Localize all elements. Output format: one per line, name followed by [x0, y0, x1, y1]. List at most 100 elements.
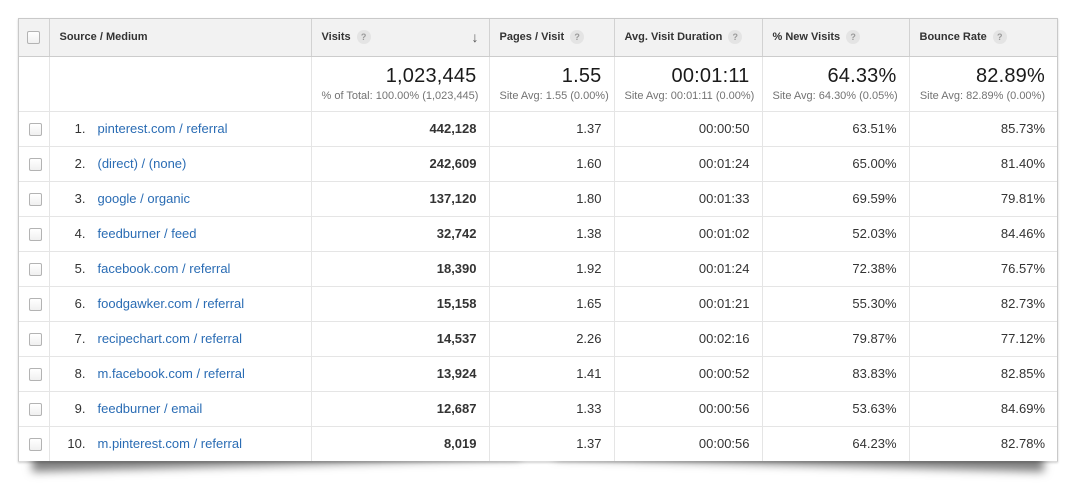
- source-medium-link[interactable]: google / organic: [98, 191, 191, 206]
- row-checkbox-cell: [19, 111, 49, 146]
- help-icon[interactable]: ?: [993, 30, 1007, 44]
- help-icon[interactable]: ?: [728, 30, 742, 44]
- avg-visit-duration-cell: 00:01:02: [614, 216, 762, 251]
- pages-per-visit-cell: 1.41: [489, 356, 614, 391]
- source-medium-link[interactable]: (direct) / (none): [98, 156, 187, 171]
- column-header-avg-visit-duration-label: Avg. Visit Duration: [625, 31, 723, 43]
- source-medium-link[interactable]: pinterest.com / referral: [98, 121, 228, 136]
- column-header-pct-new-visits-label: % New Visits: [773, 31, 841, 43]
- row-checkbox[interactable]: [29, 123, 42, 136]
- column-header-avg-visit-duration[interactable]: Avg. Visit Duration ?: [614, 19, 762, 56]
- summary-pages-cell: 1.55 Site Avg: 1.55 (0.00%): [489, 56, 614, 111]
- avg-visit-duration-cell: 00:01:21: [614, 286, 762, 321]
- row-checkbox-cell: [19, 286, 49, 321]
- sort-descending-icon[interactable]: ↓: [472, 30, 479, 44]
- row-checkbox[interactable]: [29, 438, 42, 451]
- table-row: 9.feedburner / email 12,687 1.33 00:00:5…: [19, 391, 1057, 426]
- pct-new-visits-cell: 69.59%: [762, 181, 909, 216]
- pct-new-visits-subtext: Site Avg: 64.30% (0.05%): [773, 90, 897, 102]
- pct-new-visits-cell: 72.38%: [762, 251, 909, 286]
- row-checkbox[interactable]: [29, 333, 42, 346]
- row-checkbox[interactable]: [29, 263, 42, 276]
- total-visits-subtext: % of Total: 100.00% (1,023,445): [322, 90, 477, 102]
- row-rank: 3.: [60, 191, 86, 206]
- avg-visit-duration-cell: 00:01:24: [614, 251, 762, 286]
- source-medium-link[interactable]: recipechart.com / referral: [98, 331, 243, 346]
- summary-duration-cell: 00:01:11 Site Avg: 00:01:11 (0.00%): [614, 56, 762, 111]
- visits-cell: 8,019: [311, 426, 489, 461]
- pages-per-visit-cell: 1.33: [489, 391, 614, 426]
- row-checkbox[interactable]: [29, 193, 42, 206]
- source-medium-link[interactable]: facebook.com / referral: [98, 261, 231, 276]
- row-rank: 9.: [60, 401, 86, 416]
- bounce-rate-cell: 77.12%: [909, 321, 1057, 356]
- row-checkbox-cell: [19, 181, 49, 216]
- row-rank: 7.: [60, 331, 86, 346]
- table-row: 10.m.pinterest.com / referral 8,019 1.37…: [19, 426, 1057, 461]
- table-row: 8.m.facebook.com / referral 13,924 1.41 …: [19, 356, 1057, 391]
- source-medium-link[interactable]: feedburner / email: [98, 401, 203, 416]
- analytics-report-area: Source / Medium Visits ? ↓ Pages / Visit: [18, 18, 1058, 462]
- row-checkbox-cell: [19, 321, 49, 356]
- pct-new-visits-cell: 79.87%: [762, 321, 909, 356]
- visits-cell: 32,742: [311, 216, 489, 251]
- column-header-visits[interactable]: Visits ? ↓: [311, 19, 489, 56]
- pages-per-visit-cell: 1.60: [489, 146, 614, 181]
- help-icon[interactable]: ?: [357, 30, 371, 44]
- pct-new-visits-value: 64.33%: [773, 64, 897, 88]
- table-row: 5.facebook.com / referral 18,390 1.92 00…: [19, 251, 1057, 286]
- source-medium-link[interactable]: foodgawker.com / referral: [98, 296, 245, 311]
- source-medium-cell: 2. (direct) / (none): [49, 146, 311, 181]
- row-checkbox[interactable]: [29, 298, 42, 311]
- row-checkbox-cell: [19, 146, 49, 181]
- source-medium-cell: 7. recipechart.com / referral: [49, 321, 311, 356]
- row-checkbox[interactable]: [29, 403, 42, 416]
- table-row: 2. (direct) / (none) 242,609 1.60 00:01:2…: [19, 146, 1057, 181]
- row-checkbox[interactable]: [29, 228, 42, 241]
- table-row: 4.feedburner / feed 32,742 1.38 00:01:02…: [19, 216, 1057, 251]
- summary-empty-cell: [49, 56, 311, 111]
- help-icon[interactable]: ?: [570, 30, 584, 44]
- visits-cell: 442,128: [311, 111, 489, 146]
- column-header-source-medium[interactable]: Source / Medium: [49, 19, 311, 56]
- avg-visit-duration-cell: 00:02:16: [614, 321, 762, 356]
- bounce-rate-value: 82.89%: [920, 64, 1046, 88]
- summary-bounce-cell: 82.89% Site Avg: 82.89% (0.00%): [909, 56, 1057, 111]
- column-header-pages-per-visit[interactable]: Pages / Visit ?: [489, 19, 614, 56]
- row-checkbox[interactable]: [29, 368, 42, 381]
- column-header-bounce-rate[interactable]: Bounce Rate ?: [909, 19, 1057, 56]
- pages-per-visit-cell: 1.37: [489, 426, 614, 461]
- pct-new-visits-cell: 83.83%: [762, 356, 909, 391]
- table-row: 7.recipechart.com / referral 14,537 2.26…: [19, 321, 1057, 356]
- source-medium-cell: 5.facebook.com / referral: [49, 251, 311, 286]
- column-header-source-medium-label: Source / Medium: [60, 31, 148, 43]
- pct-new-visits-cell: 52.03%: [762, 216, 909, 251]
- pct-new-visits-cell: 65.00%: [762, 146, 909, 181]
- avg-visit-duration-cell: 00:01:24: [614, 146, 762, 181]
- source-medium-cell: 6.foodgawker.com / referral: [49, 286, 311, 321]
- source-medium-link[interactable]: feedburner / feed: [98, 226, 197, 241]
- help-icon[interactable]: ?: [846, 30, 860, 44]
- bounce-rate-cell: 84.46%: [909, 216, 1057, 251]
- row-rank: 2.: [60, 156, 86, 171]
- total-visits-value: 1,023,445: [322, 64, 477, 88]
- avg-pages-value: 1.55: [500, 64, 602, 88]
- source-medium-link[interactable]: m.facebook.com / referral: [98, 366, 245, 381]
- avg-visit-duration-cell: 00:00:50: [614, 111, 762, 146]
- visits-cell: 13,924: [311, 356, 489, 391]
- column-header-visits-label: Visits: [322, 31, 351, 43]
- column-header-bounce-rate-label: Bounce Rate: [920, 31, 987, 43]
- row-checkbox[interactable]: [29, 158, 42, 171]
- avg-duration-subtext: Site Avg: 00:01:11 (0.00%): [625, 90, 750, 102]
- visits-cell: 242,609: [311, 146, 489, 181]
- summary-visits-cell: 1,023,445 % of Total: 100.00% (1,023,445…: [311, 56, 489, 111]
- summary-empty-cell: [19, 56, 49, 111]
- table-row: 1.pinterest.com / referral 442,128 1.37 …: [19, 111, 1057, 146]
- column-header-pct-new-visits[interactable]: % New Visits ?: [762, 19, 909, 56]
- bounce-rate-subtext: Site Avg: 82.89% (0.00%): [920, 90, 1046, 102]
- source-medium-link[interactable]: m.pinterest.com / referral: [98, 436, 243, 451]
- pages-per-visit-cell: 1.65: [489, 286, 614, 321]
- bounce-rate-cell: 76.57%: [909, 251, 1057, 286]
- bounce-rate-cell: 81.40%: [909, 146, 1057, 181]
- select-all-checkbox[interactable]: [27, 31, 40, 44]
